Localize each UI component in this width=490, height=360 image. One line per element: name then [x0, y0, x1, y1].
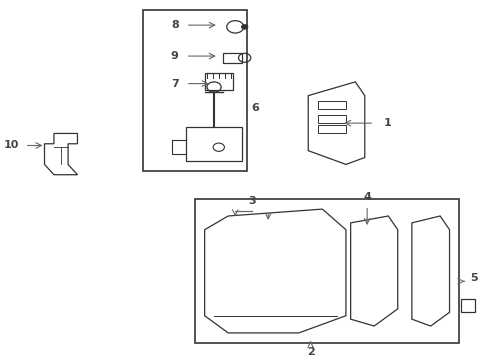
Text: 1: 1 [384, 118, 392, 128]
Text: 4: 4 [363, 192, 371, 202]
Bar [318, 114, 346, 123]
Text: 6: 6 [252, 103, 260, 113]
Text: 9: 9 [171, 51, 179, 61]
Text: 7: 7 [171, 78, 179, 89]
Bar [223, 53, 243, 63]
Text: 3: 3 [248, 196, 256, 206]
Bar [318, 101, 346, 109]
Bar [318, 125, 346, 134]
Text: 8: 8 [171, 20, 179, 30]
Text: 5: 5 [470, 273, 477, 283]
Text: 10: 10 [3, 140, 19, 150]
Circle shape [242, 24, 248, 29]
Text: 2: 2 [307, 347, 315, 357]
